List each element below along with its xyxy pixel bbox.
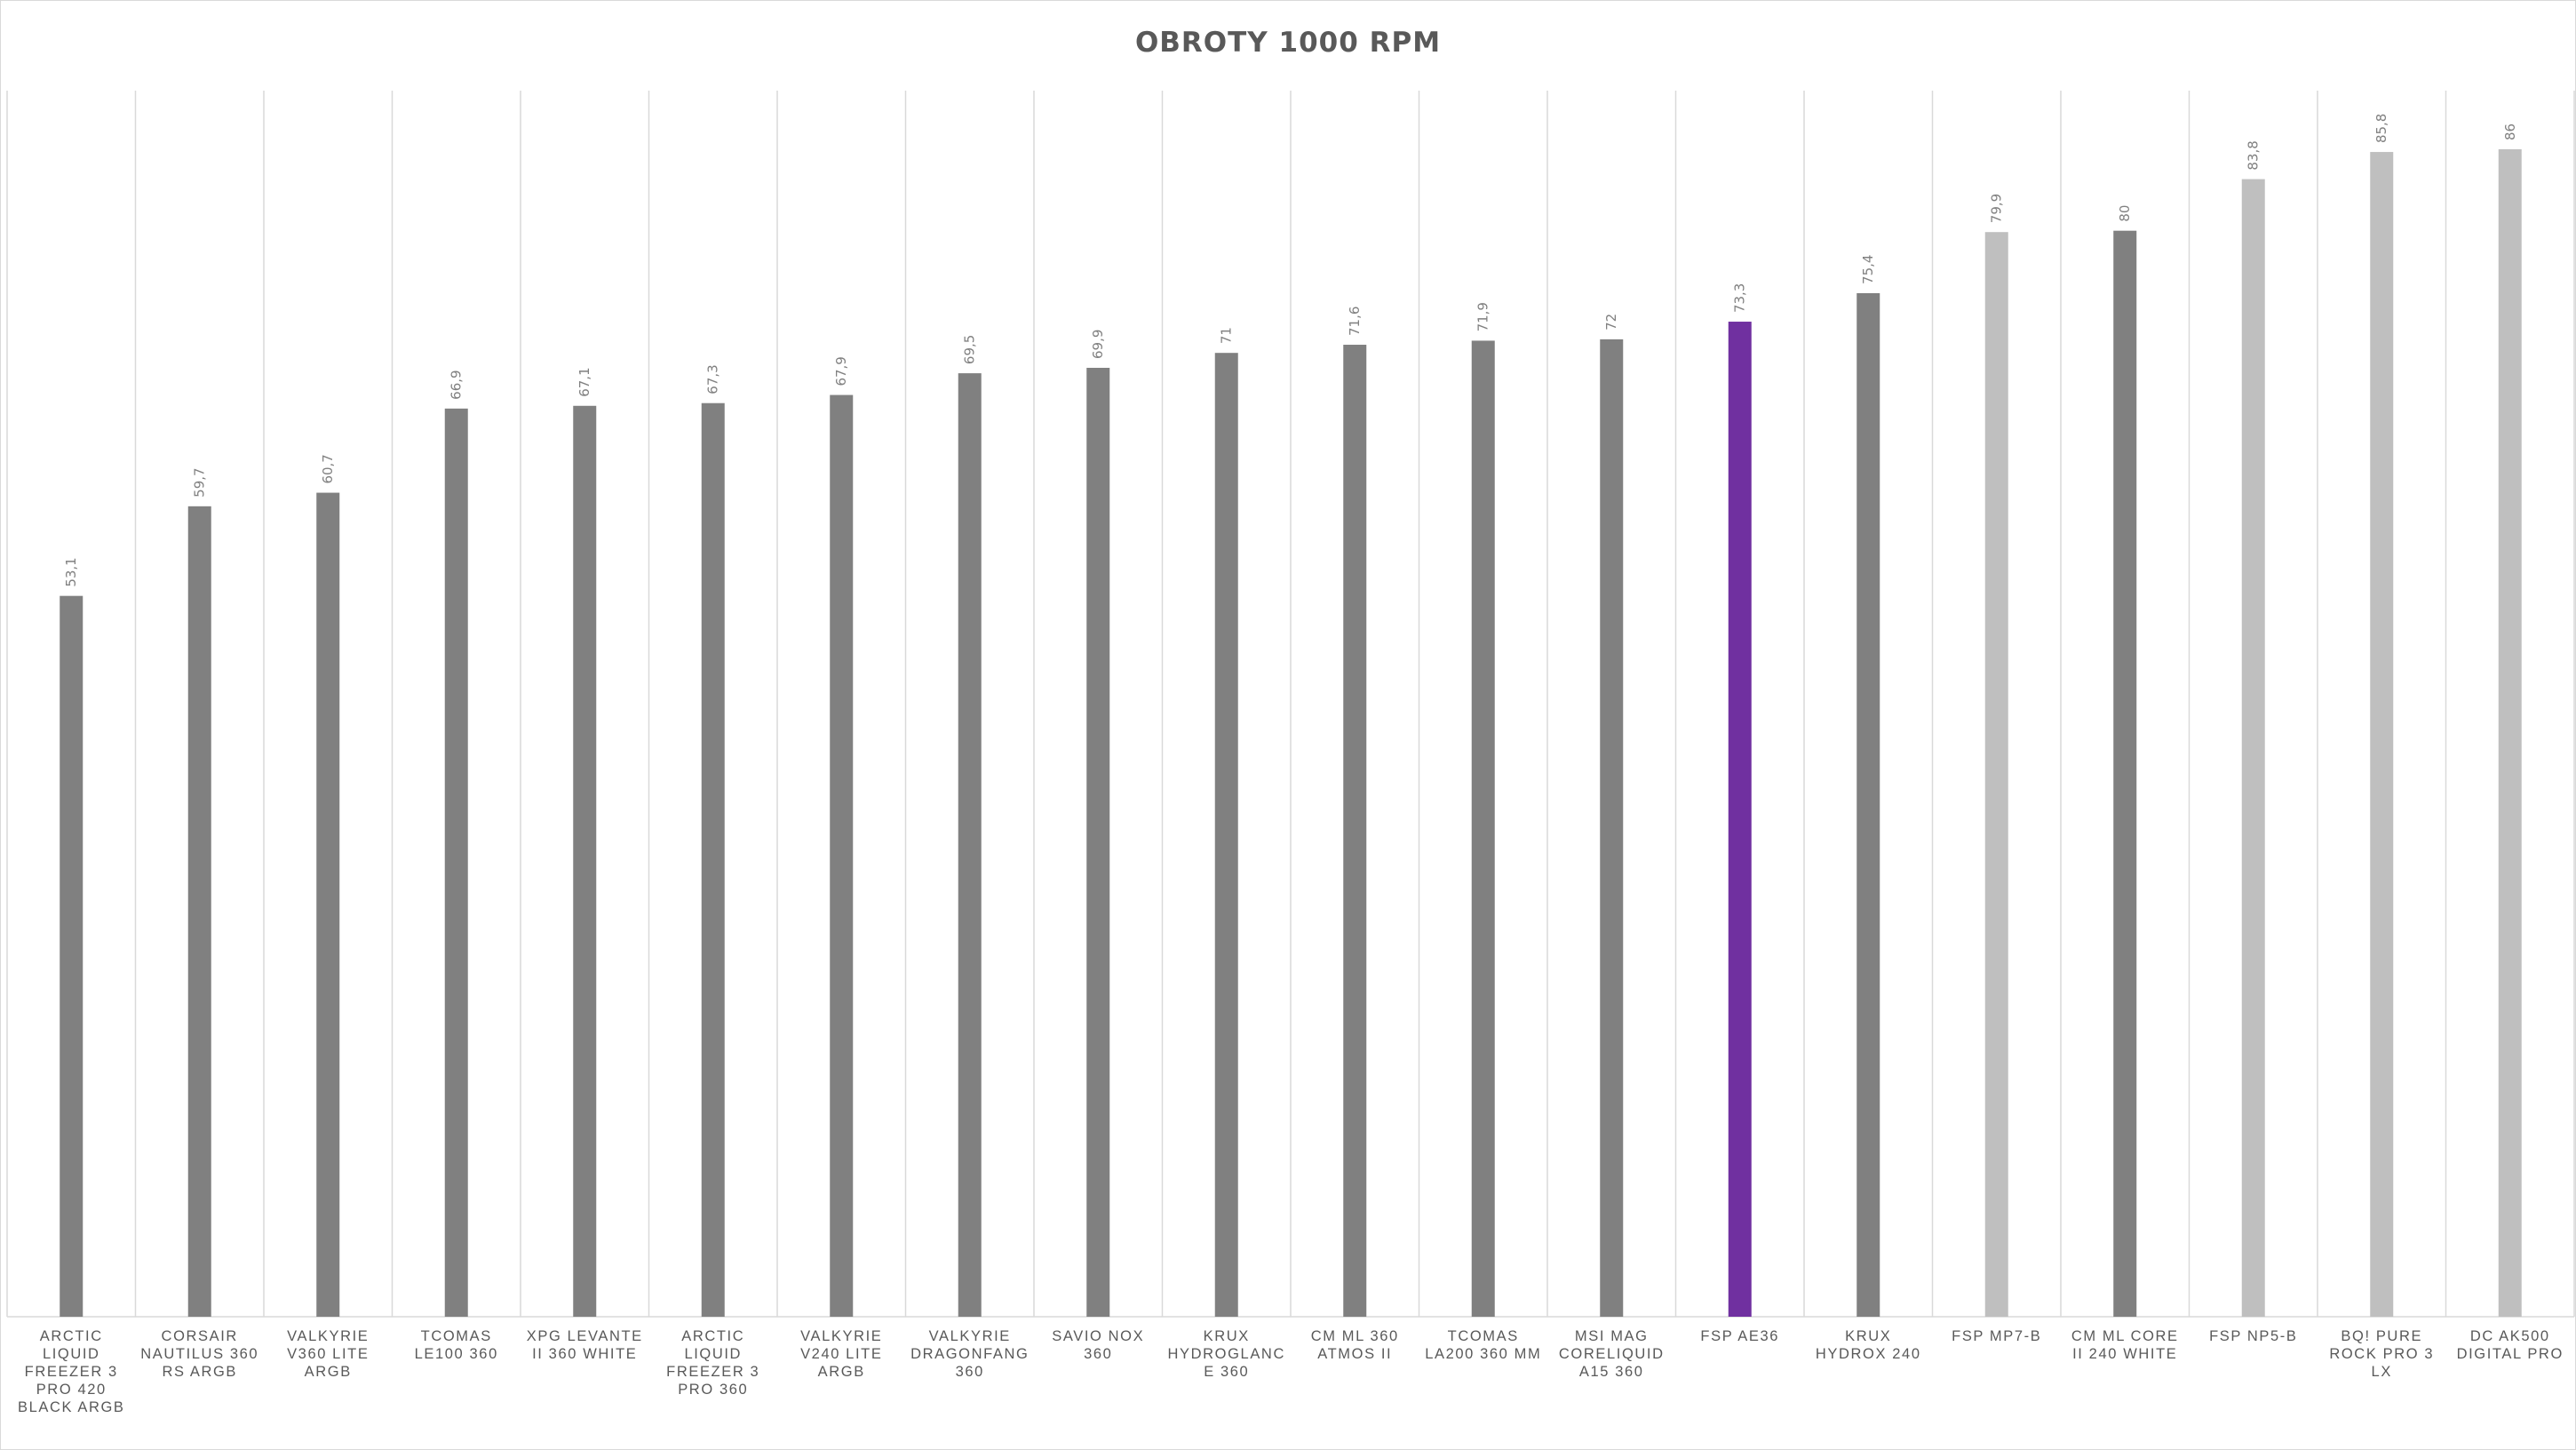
category-label: SAVIO NOX 360 [1052,1328,1145,1362]
bar [958,373,982,1318]
data-label: 83,8 [2246,140,2262,170]
bar [1600,339,1624,1317]
bar [1343,345,1367,1318]
bar [830,394,854,1317]
category-label: VALKYRIE V240 LITE ARGB [800,1328,883,1380]
data-label: 67,9 [833,356,849,386]
bar [1214,353,1238,1317]
category-label: VALKYRIE V360 LITE ARGB [287,1328,370,1380]
bar [60,595,83,1317]
data-label: 75,4 [1860,255,1876,284]
data-label: 67,3 [705,364,721,394]
category-label: KRUX HYDROX 240 [1815,1328,1921,1362]
data-label: 53,1 [63,557,79,586]
bar [1086,367,1110,1317]
category-label: CM ML 360 ATMOS II [1310,1328,1399,1362]
category-label: MSI MAG CORELIQUID A15 360 [1558,1328,1665,1380]
category-label: VALKYRIE DRAGONFANG 360 [910,1328,1030,1380]
category-label: XPG LEVANTE II 360 WHITE [526,1328,643,1362]
category-label: DC AK500 DIGITAL PRO [2456,1328,2564,1362]
category-label: ARCTIC LIQUID FREEZER 3 PRO 360 [666,1328,760,1398]
bar [444,408,468,1318]
data-label: 59,7 [192,467,208,497]
category-label: CORSAIR NAUTILUS 360 RS ARGB [140,1328,259,1380]
bar [1984,232,2008,1317]
bar [573,405,597,1317]
data-label: 80 [2117,205,2133,222]
category-label: BQ! PURE ROCK PRO 3 LX [2329,1328,2435,1380]
data-label: 67,1 [576,367,592,396]
bar [316,492,340,1317]
data-label: 60,7 [320,454,336,483]
category-label: FSP NP5-B [2209,1328,2298,1344]
bar [1471,340,1495,1318]
data-label: 86 [2502,123,2518,140]
data-label: 71 [1219,327,1235,344]
category-label: TCOMAS LE100 360 [414,1328,498,1362]
category-label: FSP MP7-B [1952,1328,2042,1344]
category-label: TCOMAS LA200 360 MM [1425,1328,1542,1362]
data-label: 79,9 [1989,194,2005,223]
bar [2241,179,2265,1317]
chart-title: OBROTY 1000 RPM [1134,27,1442,59]
bar [2498,149,2522,1317]
bar [2113,230,2137,1317]
data-label: 66,9 [449,370,465,399]
bar [1856,292,1880,1317]
data-label: 72 [1603,314,1619,331]
category-label: FSP AE36 [1700,1328,1780,1344]
data-label: 69,5 [962,335,978,364]
category-label: CM ML CORE II 240 WHITE [2071,1328,2179,1362]
data-label: 85,8 [2373,114,2389,143]
bar [701,402,725,1317]
bar [187,506,211,1317]
bar [1728,322,1752,1317]
data-label: 71,6 [1347,307,1363,336]
category-label: ARCTIC LIQUID FREEZER 3 PRO 420 BLACK AR… [17,1328,125,1415]
data-label: 73,3 [1732,283,1748,313]
category-label: KRUX HYDROGLANCE 360 [1167,1328,1285,1380]
bar [2370,152,2394,1318]
data-label: 69,9 [1090,330,1106,359]
data-label: 71,9 [1475,302,1491,331]
